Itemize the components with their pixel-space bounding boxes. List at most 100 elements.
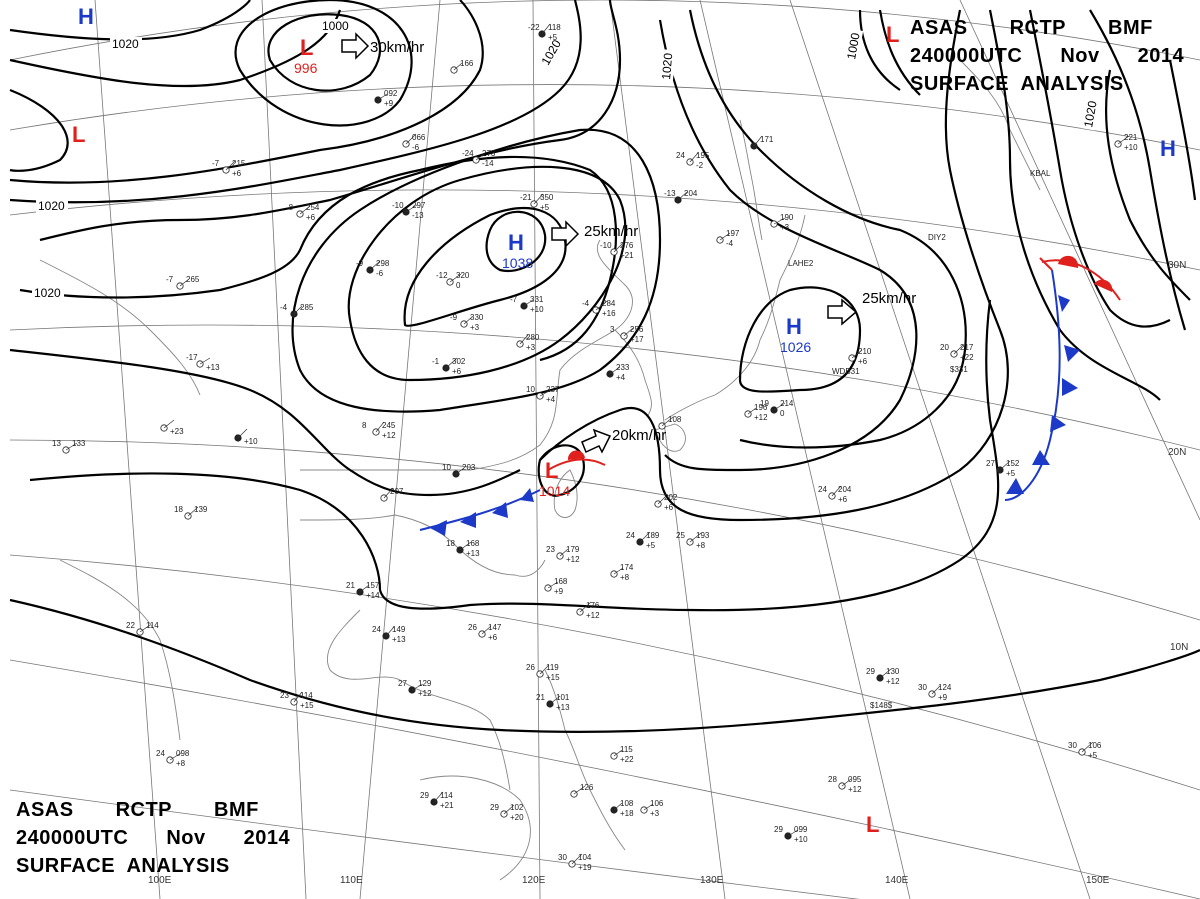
low-symbol: L xyxy=(545,458,558,483)
station-plot: 29 099+10 xyxy=(774,825,808,844)
station-tendency: +5 xyxy=(1006,469,1016,478)
station-plot: 22 114 xyxy=(126,621,159,636)
isobar-label: 1020 xyxy=(112,37,139,51)
station-identifiers: LAHE2 DIY2 KBAL WDB31 $331 $148$ xyxy=(788,169,1051,710)
wind-barb xyxy=(377,93,388,101)
meridian-line xyxy=(359,0,441,899)
station-tendency: +16 xyxy=(602,309,616,318)
motion-speed-label: 25km/hr xyxy=(862,290,916,307)
station-plot: 8 245+12 xyxy=(362,421,396,440)
station-id: WDB31 xyxy=(832,367,860,376)
station-tendency: +9 xyxy=(384,99,394,108)
station-tendency: +12 xyxy=(754,413,768,422)
station-temperature: 18 xyxy=(446,539,455,548)
station-plot: 27 129+12 xyxy=(398,679,432,698)
station-pressure: 189 xyxy=(646,531,660,540)
coastline-south-china xyxy=(299,514,546,577)
wind-barb xyxy=(841,778,852,787)
motion-arrow xyxy=(341,32,370,60)
wind-barb xyxy=(385,626,395,637)
station-plot: 30 124+9 xyxy=(918,683,952,702)
title-source: ASAS xyxy=(910,17,968,39)
wind-barb xyxy=(609,366,621,375)
station-tendency: +12 xyxy=(382,431,396,440)
station-plot: 233+4 xyxy=(606,363,630,382)
station-tendency: +6 xyxy=(306,213,316,222)
station-plot: +10 xyxy=(234,428,258,446)
station-temperature: -4 xyxy=(280,303,288,312)
station-pressure: 092 xyxy=(384,89,398,98)
meridian-line xyxy=(959,0,1200,521)
warm-front xyxy=(547,458,606,471)
station-pressure: 130 xyxy=(886,667,900,676)
isobar-label: 1000 xyxy=(844,31,862,60)
station-pressure: 256 xyxy=(630,325,644,334)
cold-front-triangle xyxy=(1006,478,1024,494)
station-pressure: 106 xyxy=(1088,741,1102,750)
station-temperature: 24 xyxy=(372,625,381,634)
wind-barb xyxy=(547,581,559,589)
station-plot: 27 152+5 xyxy=(986,459,1020,478)
station-pressure: 320 xyxy=(456,271,470,280)
station-temperature: 29 xyxy=(866,667,875,676)
station-plot: 168+9 xyxy=(544,577,568,596)
longitude-label: 120E xyxy=(522,875,546,886)
wind-barb xyxy=(475,153,485,161)
station-tendency: +13 xyxy=(556,703,570,712)
station-plot: 13 133 xyxy=(52,439,86,454)
station-pressure: 210 xyxy=(858,347,872,356)
station-tendency: +15 xyxy=(546,673,560,682)
station-plot: -9 330+3 xyxy=(450,313,484,332)
cold-front xyxy=(419,489,541,531)
meridian-line xyxy=(532,0,541,899)
station-pressure: 331 xyxy=(530,295,544,304)
station-plot: -8 254+6 xyxy=(286,203,320,222)
wind-barb xyxy=(773,402,786,411)
station-pressure: 157 xyxy=(366,581,380,590)
station-pressure: 207 xyxy=(390,487,404,496)
station-plot: 10 237+4 xyxy=(526,385,560,404)
station-pressure: 276 xyxy=(620,241,634,250)
station-plot: -10 276+21 xyxy=(600,241,634,260)
station-temperature: -4 xyxy=(582,299,590,308)
title-product: BMF xyxy=(1108,17,1153,39)
wind-barb xyxy=(533,193,544,205)
station-pressure: 197 xyxy=(726,229,740,238)
central-pressure: 1038 xyxy=(502,255,533,271)
station-tendency: +5 xyxy=(548,33,558,42)
wind-barb xyxy=(571,853,583,865)
isobar-label-bg xyxy=(36,199,68,213)
station-plot: 29 114+21 xyxy=(420,791,454,810)
station-id: $331 xyxy=(950,365,968,374)
isobar-line xyxy=(234,0,413,127)
wind-barb xyxy=(293,305,303,315)
meridian-line xyxy=(699,0,911,899)
wind-barb xyxy=(613,241,625,253)
isobar-line xyxy=(9,9,342,88)
parallel-line xyxy=(9,439,1200,621)
longitude-label: 100E xyxy=(148,875,172,886)
station-temperature: 18 xyxy=(174,505,183,514)
station-pressure: 152 xyxy=(1006,459,1020,468)
station-tendency: +6 xyxy=(452,367,462,376)
station-temperature: 24 xyxy=(156,749,165,758)
wind-barb xyxy=(411,683,424,691)
station-temperature: 29 xyxy=(774,825,783,834)
grid-labels: 100E 110E 120E 130E 140E 150E 30N 20N 10N xyxy=(148,260,1188,886)
station-plot: 174+8 xyxy=(610,563,634,582)
station-tendency: +22 xyxy=(620,755,634,764)
wind-barb xyxy=(519,334,529,345)
station-temperature: 8 xyxy=(362,421,367,430)
station-pressure: 129 xyxy=(418,679,432,688)
station-tendency: +3 xyxy=(526,343,536,352)
meridian-line xyxy=(609,0,726,899)
wind-barb xyxy=(573,785,586,795)
isobar-line xyxy=(858,9,901,91)
cold-front-triangle xyxy=(1062,378,1078,396)
station-plot: 28 095+12 xyxy=(828,775,862,794)
wind-barb xyxy=(169,752,182,761)
cold-front-triangle xyxy=(492,502,508,518)
station-plot: -24 273-14 xyxy=(462,149,496,168)
